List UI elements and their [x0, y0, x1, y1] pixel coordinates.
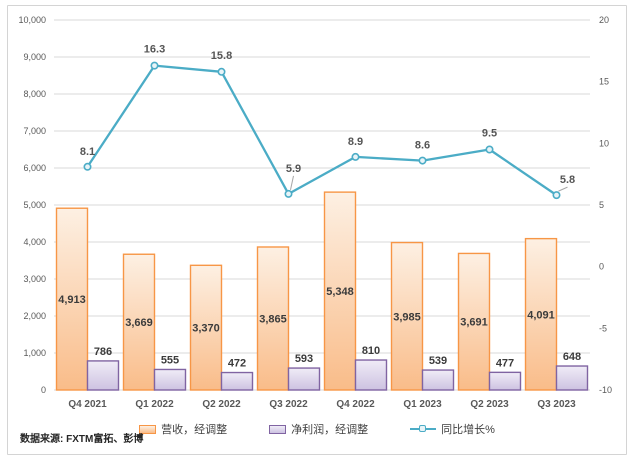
revenue-bar: [323, 191, 357, 391]
revenue-bar: [55, 207, 89, 391]
revenue-bar-label: 4,091: [527, 309, 555, 321]
line-series: [83, 61, 568, 200]
profit-bar-label: 477: [496, 357, 514, 369]
legend-item-growth: 同比增长%: [410, 421, 495, 437]
left-axis-tick: 6,000: [23, 163, 46, 173]
profit-bar: [153, 368, 187, 391]
profit-bar-label: 810: [362, 345, 380, 357]
growth-point: [217, 67, 226, 76]
category-label: Q1 2022: [135, 399, 174, 410]
revenue-bar: [390, 241, 424, 391]
growth-point-label: 8.1: [80, 146, 95, 158]
right-axis-tick: 5: [599, 200, 604, 210]
left-axis-tick: 10,000: [18, 15, 46, 25]
combo-chart: 10,000 9,000 8,000 7,000 6,000 5,000 4,000 3,00…: [18, 15, 612, 410]
legend-label-growth: 同比增长%: [441, 424, 495, 436]
growth-point: [150, 61, 159, 70]
growth-point-label: 5.8: [560, 174, 575, 186]
revenue-bar-label: 3,370: [192, 323, 220, 335]
growth-point: [351, 152, 360, 161]
revenue-bar-label: 5,348: [326, 286, 354, 298]
growth-point: [418, 156, 427, 165]
chart-area: 10,000 9,000 8,000 7,000 6,000 5,000 4,000 3,00…: [7, 5, 627, 455]
right-axis-tick: -10: [599, 385, 612, 395]
profit-bar: [287, 367, 321, 391]
revenue-bar-label: 3,985: [393, 311, 421, 323]
source-note: 数据来源: FXTM富拓、彭博: [20, 434, 144, 445]
legend-label-revenue: 营收，经调整: [161, 424, 228, 436]
category-label: Q3 2022: [269, 399, 308, 410]
growth-line-icon: [410, 425, 437, 432]
revenue-swatch-icon: [139, 424, 157, 434]
profit-swatch-icon: [269, 424, 287, 434]
revenue-bar: [524, 237, 558, 391]
profit-bar-label: 555: [161, 354, 179, 366]
legend: 营收，经调整 净利润，经调整 同比增长%: [8, 421, 626, 437]
revenue-bar: [457, 252, 491, 391]
profit-bar-label: 472: [228, 358, 246, 370]
profit-bar-label: 593: [295, 353, 313, 365]
left-axis-tick: 1,000: [23, 348, 46, 358]
right-axis-tick: 20: [599, 15, 609, 25]
profit-bar: [220, 371, 254, 391]
left-axis-tick: 9,000: [23, 52, 46, 62]
left-axis-tick: 8,000: [23, 89, 46, 99]
category-label: Q2 2022: [202, 399, 241, 410]
category-label: Q3 2023: [537, 399, 576, 410]
label-leader-line: [290, 175, 294, 191]
profit-bar: [555, 365, 589, 391]
profit-bar-label: 648: [563, 351, 581, 363]
label-leader-line: [558, 186, 568, 192]
revenue-bar: [122, 253, 156, 391]
growth-point: [284, 189, 293, 198]
growth-point: [552, 191, 561, 200]
profit-bar-label: 786: [94, 346, 112, 358]
profit-bar: [86, 360, 120, 391]
revenue-bar: [256, 246, 290, 391]
profit-bar: [488, 371, 522, 391]
category-label: Q1 2023: [403, 399, 442, 410]
growth-point: [485, 145, 494, 154]
legend-item-profit: 净利润，经调整: [269, 421, 368, 437]
right-axis-tick: 10: [599, 138, 609, 148]
right-axis-tick: 15: [599, 77, 609, 87]
growth-point-label: 8.9: [348, 136, 363, 148]
growth-line: [86, 64, 558, 197]
data-labels: 4,913 3,669 3,370 3,865 5,348 3,985 3,691 4,091…: [58, 44, 581, 370]
left-axis-tick: 5,000: [23, 200, 46, 210]
growth-point-label: 15.8: [211, 50, 232, 62]
legend-item-revenue: 营收，经调整: [139, 421, 227, 437]
left-axis-tick: 4,000: [23, 237, 46, 247]
revenue-bar-label: 4,913: [58, 294, 86, 306]
bar-series: [55, 191, 589, 391]
revenue-bar-label: 3,669: [125, 317, 153, 329]
axis-tick-labels: 10,000 9,000 8,000 7,000 6,000 5,000 4,000 3,00…: [18, 15, 612, 410]
profit-bar: [421, 369, 455, 391]
category-label: Q4 2021: [68, 399, 107, 410]
left-axis-tick: 7,000: [23, 126, 46, 136]
revenue-bar-label: 3,865: [259, 313, 287, 325]
revenue-bar-label: 3,691: [460, 317, 488, 329]
revenue-bar: [189, 264, 223, 391]
legend-label-profit: 净利润，经调整: [291, 424, 369, 436]
line-marker-icon: [419, 425, 427, 432]
left-axis-tick: 2,000: [23, 311, 46, 321]
growth-point-label: 8.6: [415, 140, 430, 152]
growth-point-label: 9.5: [482, 128, 497, 140]
left-axis-tick: 3,000: [23, 274, 46, 284]
growth-point-label: 5.9: [286, 163, 301, 175]
category-label: Q2 2023: [470, 399, 509, 410]
profit-bar-label: 539: [429, 355, 447, 367]
growth-point: [83, 162, 92, 171]
category-label: Q4 2022: [336, 399, 375, 410]
right-axis-tick: 0: [599, 262, 604, 272]
right-axis-tick: -5: [599, 323, 607, 333]
growth-point-label: 16.3: [144, 44, 165, 56]
profit-bar: [354, 359, 388, 391]
left-axis-tick: 0: [41, 385, 46, 395]
